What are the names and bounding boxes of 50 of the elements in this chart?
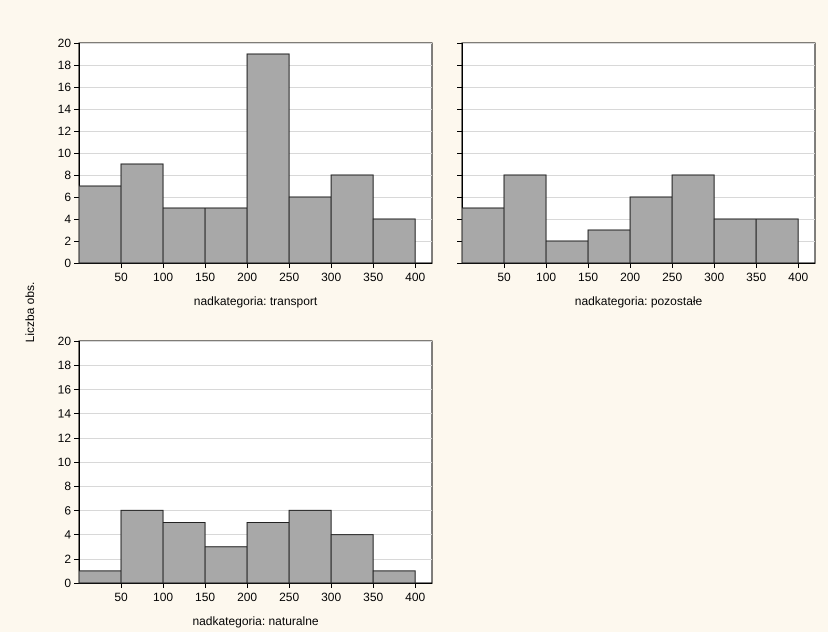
- x-tick-label: 250: [279, 590, 300, 604]
- x-tick-label: 150: [195, 270, 216, 284]
- y-tick-label: 0: [64, 256, 72, 270]
- x-tick-label: 200: [620, 270, 640, 284]
- x-tick-label: 250: [662, 270, 682, 284]
- y-axis-title: Liczba obs.: [23, 280, 37, 344]
- x-tick-label: 400: [788, 270, 809, 284]
- y-tick-label: 20: [58, 334, 72, 348]
- y-tick-label: 16: [58, 80, 72, 94]
- x-tick-label: 300: [704, 270, 724, 284]
- y-tick-label: 6: [64, 190, 72, 204]
- y-tick-label: 0: [64, 576, 72, 590]
- x-tick-label: 400: [405, 270, 426, 284]
- y-tick-label: 14: [58, 102, 72, 116]
- x-tick-label: 50: [497, 270, 512, 284]
- x-tick-label: 300: [321, 590, 342, 604]
- y-tick-label: 6: [64, 503, 72, 518]
- x-tick-label: 200: [237, 270, 258, 284]
- x-tick-label: 100: [153, 270, 174, 284]
- y-tick-label: 4: [64, 528, 72, 542]
- y-tick-label: 18: [58, 358, 72, 372]
- x-tick-label: 350: [746, 270, 766, 284]
- x-tick-label: 100: [153, 590, 174, 604]
- y-tick-label: 20: [58, 36, 72, 50]
- y-tick-label: 18: [58, 58, 72, 72]
- y-tick-label: 4: [64, 212, 72, 226]
- x-tick-label: 150: [578, 270, 598, 284]
- y-tick-label: 16: [58, 382, 72, 396]
- x-tick-label: 50: [114, 270, 128, 284]
- x-tick-label: 250: [279, 270, 300, 284]
- x-tick-label: 400: [405, 590, 426, 604]
- x-tick-label: 150: [195, 590, 216, 604]
- y-tick-label: 8: [64, 168, 72, 182]
- x-axis-title: nadkategoria: transport: [194, 294, 318, 308]
- x-axis-title: nadkategoria: naturalne: [192, 614, 319, 628]
- x-tick-label: 300: [321, 270, 342, 284]
- y-tick-label: 12: [58, 430, 72, 445]
- y-tick-label: 14: [58, 406, 72, 421]
- y-tick-label: 2: [64, 552, 72, 566]
- y-tick-label: 2: [64, 234, 72, 248]
- y-tick-label: 10: [58, 146, 72, 160]
- x-tick-label: 350: [363, 270, 384, 284]
- x-tick-label: 200: [237, 590, 258, 604]
- x-axis-title: nadkategoria: pozostałe: [574, 294, 703, 308]
- y-tick-label: 8: [64, 479, 72, 494]
- x-tick-label: 350: [363, 590, 384, 604]
- x-tick-label: 100: [536, 270, 556, 284]
- y-tick-label: 10: [58, 455, 72, 469]
- x-tick-label: 50: [114, 590, 128, 604]
- y-tick-label: 12: [58, 124, 72, 138]
